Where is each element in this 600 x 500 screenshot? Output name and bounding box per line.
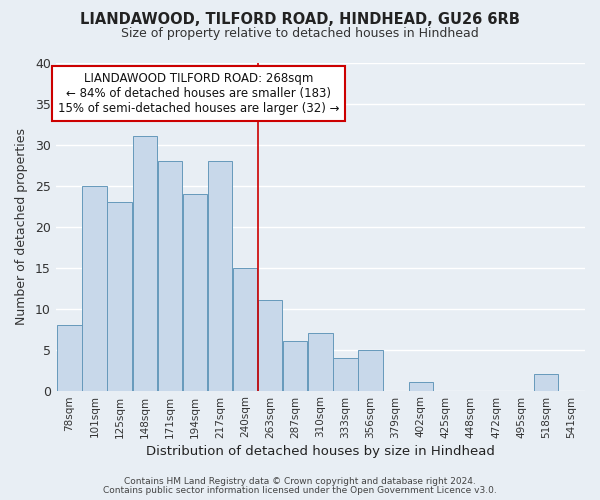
Text: Contains HM Land Registry data © Crown copyright and database right 2024.: Contains HM Land Registry data © Crown c…: [124, 477, 476, 486]
Bar: [233, 268, 257, 390]
Bar: [534, 374, 558, 390]
X-axis label: Distribution of detached houses by size in Hindhead: Distribution of detached houses by size …: [146, 444, 495, 458]
Text: LIANDAWOOD TILFORD ROAD: 268sqm
← 84% of detached houses are smaller (183)
15% o: LIANDAWOOD TILFORD ROAD: 268sqm ← 84% of…: [58, 72, 340, 116]
Bar: [208, 161, 232, 390]
Bar: [409, 382, 433, 390]
Bar: [258, 300, 283, 390]
Bar: [58, 325, 82, 390]
Text: Size of property relative to detached houses in Hindhead: Size of property relative to detached ho…: [121, 28, 479, 40]
Bar: [107, 202, 132, 390]
Bar: [82, 186, 107, 390]
Text: Contains public sector information licensed under the Open Government Licence v3: Contains public sector information licen…: [103, 486, 497, 495]
Bar: [333, 358, 358, 390]
Bar: [358, 350, 383, 391]
Bar: [133, 136, 157, 390]
Bar: [183, 194, 207, 390]
Bar: [158, 161, 182, 390]
Bar: [283, 342, 307, 390]
Y-axis label: Number of detached properties: Number of detached properties: [15, 128, 28, 325]
Text: LIANDAWOOD, TILFORD ROAD, HINDHEAD, GU26 6RB: LIANDAWOOD, TILFORD ROAD, HINDHEAD, GU26…: [80, 12, 520, 28]
Bar: [308, 333, 332, 390]
